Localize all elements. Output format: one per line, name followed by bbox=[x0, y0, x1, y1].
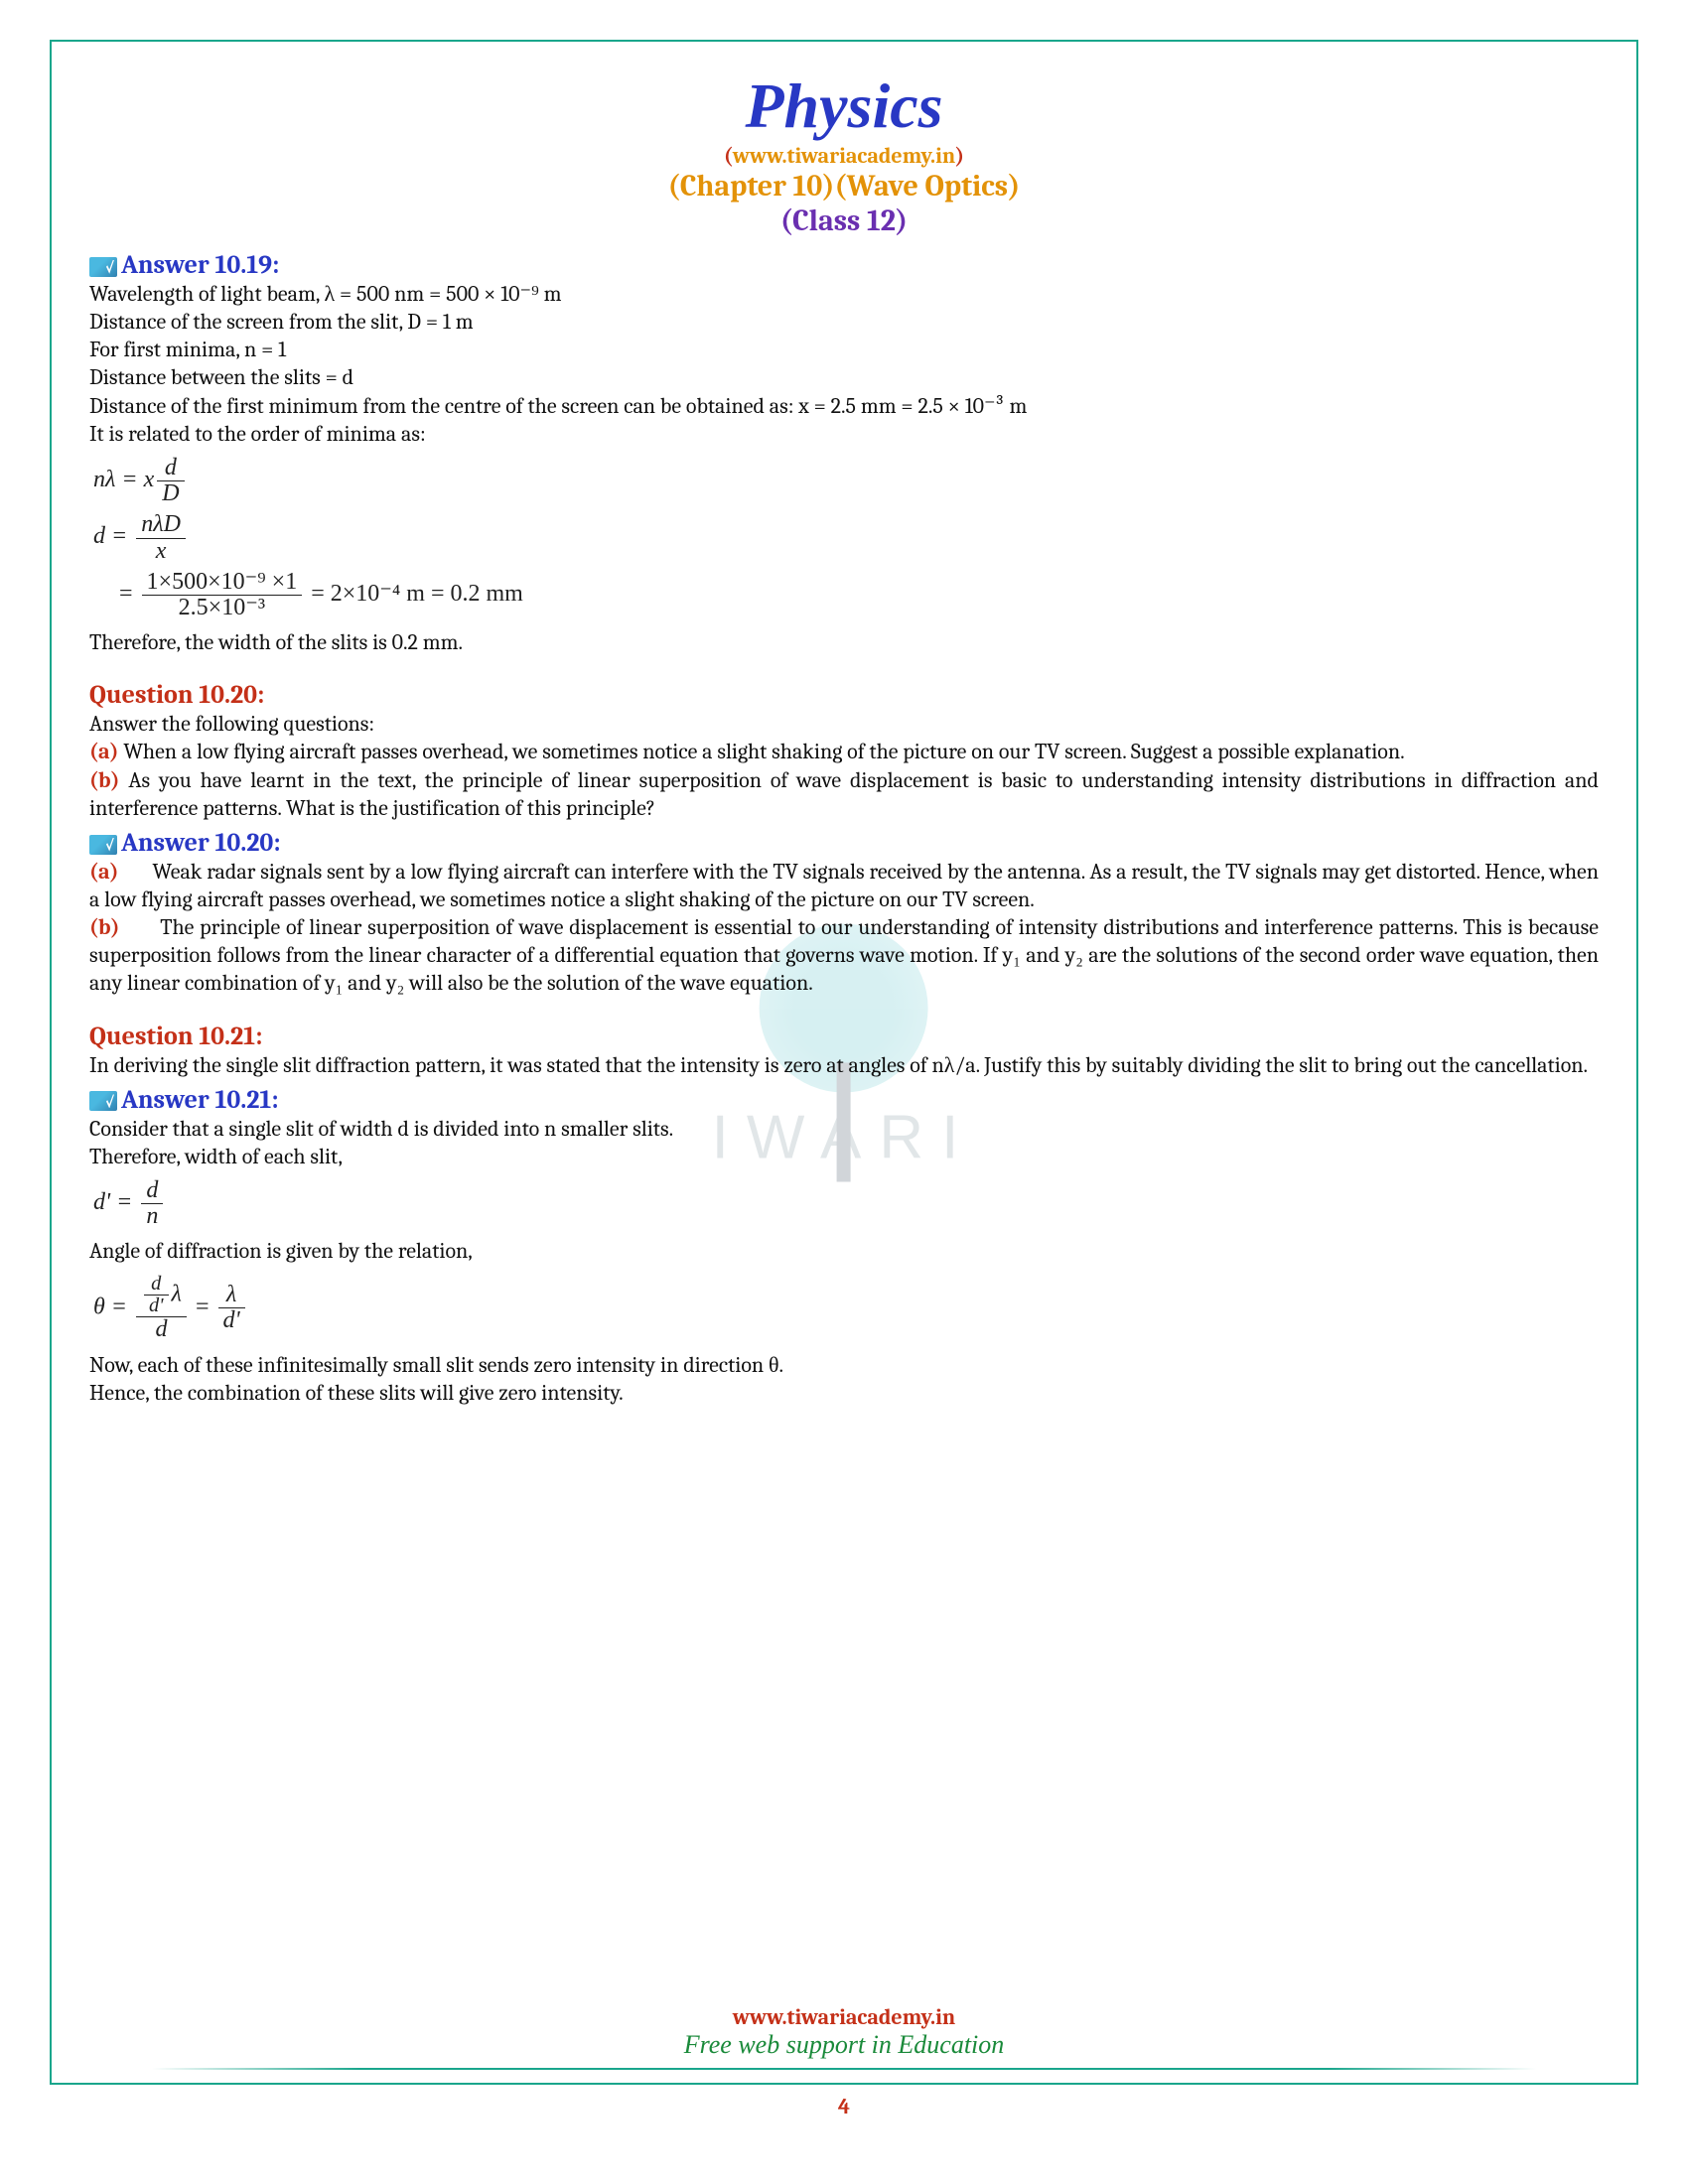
text-line: Distance of the first minimum from the c… bbox=[89, 392, 1599, 420]
question-1021-body: In deriving the single slit diffraction … bbox=[89, 1051, 1599, 1079]
part-label: (a) bbox=[89, 859, 119, 885]
text-line: Now, each of these infinitesimally small… bbox=[89, 1351, 1599, 1379]
answer-1021-body: Consider that a single slit of width d i… bbox=[89, 1115, 1599, 1170]
answer-1020-body: (a) Weak radar signals sent by a low fly… bbox=[89, 858, 1599, 998]
page-number: 4 bbox=[0, 2094, 1688, 2119]
answer-1020-heading: Answer 10.20: bbox=[89, 828, 1599, 858]
text-line: Answer the following questions: bbox=[89, 710, 1599, 738]
title-url: (www.tiwariacademy.in) bbox=[89, 143, 1599, 169]
question-1020-heading: Question 10.20: bbox=[89, 680, 1599, 710]
text-line: Angle of diffraction is given by the rel… bbox=[89, 1237, 1599, 1265]
footer-url-link[interactable]: www.tiwariacademy.in bbox=[0, 2004, 1688, 2030]
header: Physics (www.tiwariacademy.in) (Chapter … bbox=[89, 69, 1599, 238]
page-content: Physics (www.tiwariacademy.in) (Chapter … bbox=[60, 50, 1628, 1427]
title-class: (Class 12) bbox=[89, 204, 1599, 238]
check-icon bbox=[89, 1091, 117, 1111]
part-label: (b) bbox=[89, 914, 119, 940]
answer-1019-body: Wavelength of light beam, λ = 500 nm = 5… bbox=[89, 280, 1599, 448]
footer-tagline: Free web support in Education bbox=[0, 2030, 1688, 2060]
answer-1019-heading: Answer 10.19: bbox=[89, 250, 1599, 280]
question-1021-heading: Question 10.21: bbox=[89, 1022, 1599, 1051]
footer-divider bbox=[152, 2068, 1536, 2070]
question-1020-body: Answer the following questions: (a) When… bbox=[89, 710, 1599, 822]
answer-1019-equations: nλ = xdD d = nλDx = 1×500×10⁻⁹ ×12.5×10⁻… bbox=[93, 456, 1599, 620]
text-line: Wavelength of light beam, λ = 500 nm = 5… bbox=[89, 280, 1599, 308]
answer-1021-eq1: d' = dn bbox=[93, 1178, 1599, 1229]
text-line: Distance of the screen from the slit, D … bbox=[89, 308, 1599, 336]
answer-1019-conclusion: Therefore, the width of the slits is 0.2… bbox=[89, 628, 1599, 656]
part-label: (b) bbox=[89, 767, 128, 793]
check-icon bbox=[89, 257, 117, 277]
text-line: Consider that a single slit of width d i… bbox=[89, 1115, 1599, 1143]
part-label: (a) bbox=[89, 739, 123, 764]
title-chapter: (Chapter 10)(Wave Optics) bbox=[89, 169, 1599, 204]
header-url-link[interactable]: www.tiwariacademy.in bbox=[733, 143, 955, 169]
text-line: Therefore, width of each slit, bbox=[89, 1143, 1599, 1170]
answer-1021-conclusion: Now, each of these infinitesimally small… bbox=[89, 1351, 1599, 1407]
answer-1021-heading: Answer 10.21: bbox=[89, 1085, 1599, 1115]
title-physics: Physics bbox=[89, 69, 1599, 143]
text-line: Distance between the slits = d bbox=[89, 363, 1599, 391]
check-icon bbox=[89, 835, 117, 855]
text-line: For first minima, n = 1 bbox=[89, 336, 1599, 363]
answer-1021-eq2: θ = dd'λ d = λd' bbox=[93, 1274, 1599, 1343]
text-line: It is related to the order of minima as: bbox=[89, 420, 1599, 448]
footer: www.tiwariacademy.in Free web support in… bbox=[0, 2004, 1688, 2070]
text-line: Hence, the combination of these slits wi… bbox=[89, 1379, 1599, 1407]
